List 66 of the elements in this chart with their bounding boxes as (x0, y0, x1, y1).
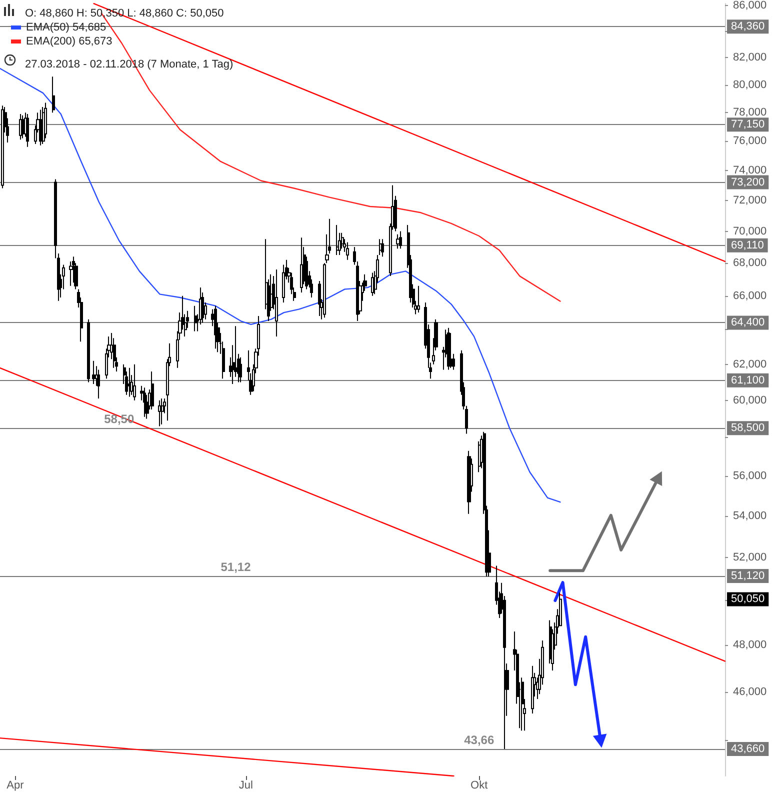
y-tick-label: 82,000 (733, 52, 767, 64)
y-tick-label: 70,000 (733, 225, 767, 238)
y-tick-label: 48,000 (733, 639, 767, 652)
candlestick (275, 269, 278, 337)
y-tick-label: 74,000 (733, 164, 767, 176)
candlestick (143, 387, 146, 418)
candlestick (300, 237, 303, 293)
candlestick (346, 242, 349, 260)
y-tick-label: 54,000 (733, 510, 767, 522)
candlestick (447, 327, 450, 370)
ref-line-label: 69,110 (731, 239, 764, 252)
candlestick (133, 364, 136, 401)
y-tick-label: 76,000 (733, 135, 767, 148)
y-tick-label: 56,000 (733, 470, 767, 482)
x-tick-label: Okt (470, 780, 488, 792)
candlestick (128, 367, 131, 398)
y-tick-label: 46,000 (733, 686, 767, 698)
candlestick (396, 234, 400, 250)
candlestick (1, 105, 4, 189)
ref-line-label: 77,150 (731, 118, 765, 131)
y-tick-label: 66,000 (733, 290, 767, 302)
candlestick (336, 224, 339, 256)
y-tick-label: 60,000 (733, 394, 767, 406)
annotation: 43,66 (464, 733, 494, 748)
candlestick (39, 109, 42, 146)
candlestick (194, 305, 197, 332)
candlestick (151, 370, 154, 410)
candlestick (282, 264, 285, 303)
y-tick-label: 80,000 (733, 78, 767, 91)
y-tick-label: 62,000 (733, 358, 767, 370)
annotation: 51,12 (220, 560, 252, 574)
candlestick (371, 272, 374, 296)
candlestick (87, 318, 90, 383)
candlestick (399, 230, 402, 250)
y-tick-label: 52,000 (733, 551, 767, 564)
candlestick (158, 400, 161, 427)
y-tick-label: 72,000 (733, 194, 767, 206)
candlestick (467, 450, 471, 514)
candlestick (92, 360, 95, 385)
candlestick (417, 285, 420, 314)
x-tick-label: Jul (238, 780, 253, 792)
candlestick (97, 369, 100, 400)
legend-label: EMA(200) 65,673 (26, 36, 112, 48)
ref-line-label: 84,360 (731, 20, 765, 33)
y-tick-label: 68,000 (733, 257, 767, 270)
y-tick-label: 86,000 (733, 0, 767, 12)
candlestick (531, 665, 534, 714)
candlestick (521, 677, 524, 732)
ref-line-label: 51,120 (731, 570, 765, 582)
candlestick (239, 356, 242, 383)
ref-line-label: 43,660 (731, 743, 765, 756)
x-tick-label: Apr (6, 780, 24, 792)
candlestick (52, 76, 55, 114)
y-tick-label: 78,000 (733, 106, 767, 119)
candlestick (21, 114, 24, 139)
candlestick (214, 305, 217, 350)
ref-line-label: 58,500 (731, 422, 765, 434)
ref-line-label: 73,200 (731, 176, 765, 188)
candlestick (323, 262, 326, 318)
candlestick (161, 398, 164, 425)
candlestick (26, 114, 29, 148)
annotation: 50,050 (731, 593, 765, 606)
candlestick (381, 238, 384, 258)
ref-line-label: 64,400 (731, 316, 765, 329)
ref-line-label: 61,100 (731, 374, 765, 386)
candlestick (318, 280, 321, 316)
